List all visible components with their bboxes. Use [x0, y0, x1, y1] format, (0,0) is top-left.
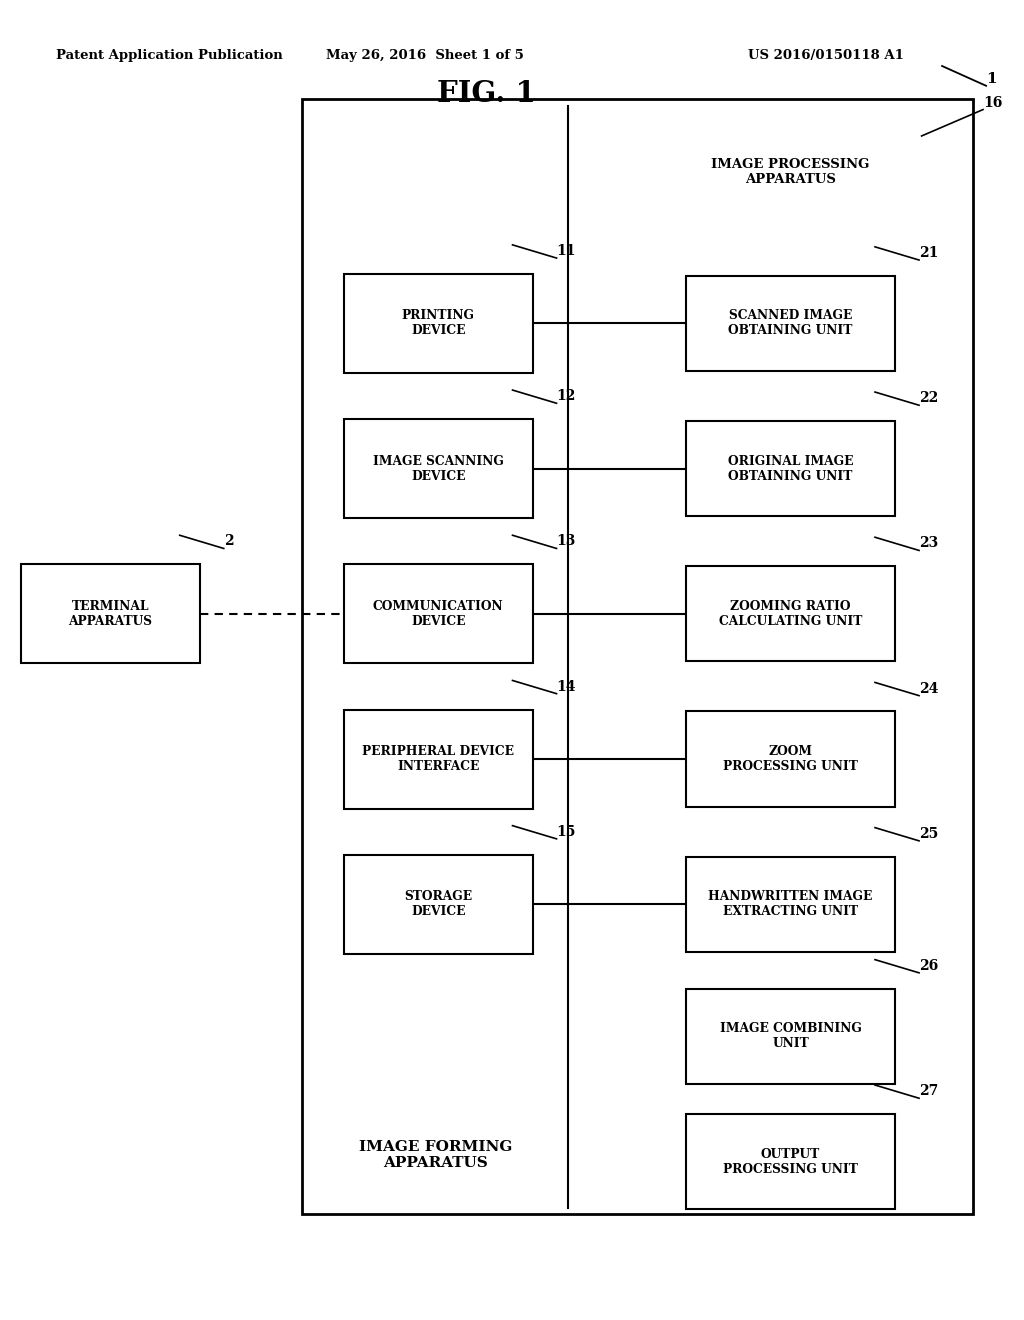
Text: PERIPHERAL DEVICE
INTERFACE: PERIPHERAL DEVICE INTERFACE — [362, 744, 514, 774]
Text: OUTPUT
PROCESSING UNIT: OUTPUT PROCESSING UNIT — [723, 1147, 858, 1176]
Text: 12: 12 — [557, 389, 575, 404]
Bar — [344, 710, 532, 808]
Bar — [686, 566, 895, 661]
Text: 2: 2 — [223, 535, 233, 549]
Text: PRINTING
DEVICE: PRINTING DEVICE — [401, 309, 475, 338]
Bar — [344, 418, 532, 517]
Text: US 2016/0150118 A1: US 2016/0150118 A1 — [748, 49, 903, 62]
Bar — [686, 857, 895, 952]
Bar — [686, 711, 895, 807]
Text: IMAGE COMBINING
UNIT: IMAGE COMBINING UNIT — [720, 1022, 861, 1051]
Text: ZOOMING RATIO
CALCULATING UNIT: ZOOMING RATIO CALCULATING UNIT — [719, 599, 862, 628]
Text: ORIGINAL IMAGE
OBTAINING UNIT: ORIGINAL IMAGE OBTAINING UNIT — [728, 454, 853, 483]
Bar — [344, 855, 532, 953]
Text: 14: 14 — [557, 680, 577, 694]
Text: 15: 15 — [557, 825, 575, 840]
Text: 24: 24 — [920, 681, 938, 696]
Text: IMAGE FORMING
APPARATUS: IMAGE FORMING APPARATUS — [358, 1140, 512, 1170]
Text: 27: 27 — [920, 1084, 938, 1098]
Bar — [686, 276, 895, 371]
Text: HANDWRITTEN IMAGE
EXTRACTING UNIT: HANDWRITTEN IMAGE EXTRACTING UNIT — [709, 890, 872, 919]
Text: 11: 11 — [557, 244, 577, 259]
Text: STORAGE
DEVICE: STORAGE DEVICE — [404, 890, 472, 919]
Bar — [22, 565, 201, 663]
Bar — [686, 421, 895, 516]
Bar — [344, 565, 532, 663]
Bar — [344, 275, 532, 372]
Bar — [686, 989, 895, 1084]
Text: TERMINAL
APPARATUS: TERMINAL APPARATUS — [69, 599, 153, 628]
Text: 25: 25 — [920, 826, 938, 841]
Text: Patent Application Publication: Patent Application Publication — [56, 49, 283, 62]
Text: 13: 13 — [557, 535, 575, 549]
Text: 1: 1 — [986, 71, 996, 86]
Text: 22: 22 — [920, 391, 938, 405]
Text: IMAGE SCANNING
DEVICE: IMAGE SCANNING DEVICE — [373, 454, 504, 483]
Text: 23: 23 — [920, 536, 938, 550]
Bar — [302, 99, 973, 1214]
Text: SCANNED IMAGE
OBTAINING UNIT: SCANNED IMAGE OBTAINING UNIT — [728, 309, 853, 338]
Text: IMAGE PROCESSING
APPARATUS: IMAGE PROCESSING APPARATUS — [712, 157, 869, 186]
Text: 21: 21 — [920, 246, 938, 260]
Bar — [686, 1114, 895, 1209]
Text: FIG. 1: FIG. 1 — [437, 79, 536, 108]
Text: 16: 16 — [983, 95, 1002, 110]
Text: COMMUNICATION
DEVICE: COMMUNICATION DEVICE — [373, 599, 504, 628]
Text: ZOOM
PROCESSING UNIT: ZOOM PROCESSING UNIT — [723, 744, 858, 774]
Text: 26: 26 — [920, 958, 938, 973]
Text: May 26, 2016  Sheet 1 of 5: May 26, 2016 Sheet 1 of 5 — [326, 49, 524, 62]
